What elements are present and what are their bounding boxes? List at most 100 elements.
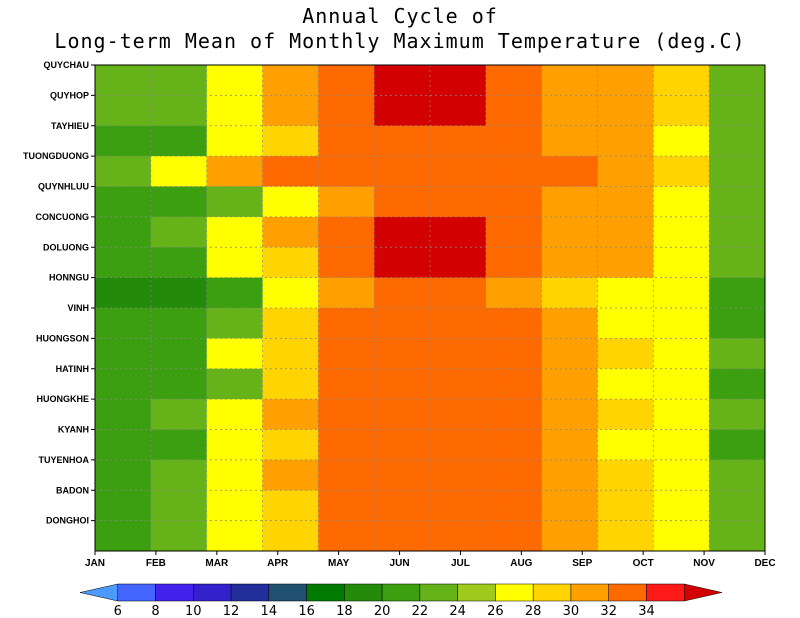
y-tick-label: QUYHOP: [50, 90, 89, 100]
heatmap-cell: [541, 186, 598, 218]
heatmap-cell: [206, 247, 263, 279]
heatmap-cell: [709, 490, 766, 522]
heatmap-cell: [318, 125, 375, 157]
heatmap-cell: [485, 308, 543, 339]
heatmap-cell: [318, 368, 375, 400]
y-tick-label: HUONGSON: [36, 333, 89, 343]
heatmap-cell: [430, 459, 487, 491]
x-tick-label: FEB: [146, 558, 166, 569]
heatmap-cell: [541, 429, 598, 461]
heatmap-cell: [541, 338, 598, 370]
heatmap-cell: [262, 65, 319, 96]
heatmap-cell: [430, 186, 487, 218]
heatmap-cell: [150, 459, 208, 491]
heatmap-cell: [485, 459, 543, 491]
heatmap-cell: [318, 429, 375, 461]
heatmap-cell: [653, 156, 710, 187]
heatmap-cell: [653, 459, 710, 491]
heatmap-cell: [597, 125, 654, 157]
heatmap-cell: [709, 216, 766, 248]
heatmap-cell: [206, 65, 263, 96]
colorbar-segment: [608, 583, 647, 602]
colorbar-segment: [646, 583, 685, 602]
heatmap-cell: [709, 520, 766, 552]
heatmap-cell: [262, 216, 319, 248]
heatmap-cell: [709, 125, 766, 157]
heatmap-cell: [262, 490, 319, 522]
heatmap-cell: [206, 520, 263, 552]
heatmap-cell: [597, 186, 654, 218]
heatmap-cell: [262, 247, 319, 279]
heatmap-cell: [485, 490, 543, 522]
heatmap-cell: [541, 247, 598, 279]
heatmap-cell: [653, 490, 710, 522]
heatmap-cell: [262, 186, 319, 218]
heatmap-cell: [150, 125, 208, 157]
heatmap-cell: [318, 216, 375, 248]
heatmap-cell: [262, 95, 319, 127]
heatmap-cell: [541, 490, 598, 522]
heatmap-cell: [374, 156, 431, 187]
heatmap-cell: [597, 459, 654, 491]
heatmap-cell: [430, 490, 487, 522]
colorbar-segment: [306, 583, 345, 602]
y-tick-label: HUONGKHE: [36, 394, 89, 404]
heatmap-cell: [597, 156, 654, 187]
y-tick-label: QUYNHLUU: [38, 182, 89, 192]
heatmap-cell: [709, 338, 766, 370]
heatmap-cell: [374, 308, 431, 339]
heatmap-cell: [262, 308, 319, 339]
heatmap-cell: [709, 277, 766, 309]
heatmap-cell: [150, 520, 208, 552]
y-tick-label: KYANH: [58, 425, 89, 435]
colorbar-label: 32: [600, 604, 617, 618]
heatmap-cell: [150, 277, 208, 309]
chart-title-line1: Annual Cycle of: [302, 4, 498, 28]
heatmap-cell: [150, 338, 208, 370]
heatmap-cell: [150, 186, 208, 218]
heatmap-cell: [430, 156, 487, 187]
heatmap-cell: [430, 308, 487, 339]
heatmap-cell: [374, 399, 431, 430]
heatmap-cell: [374, 368, 431, 400]
heatmap-cell: [709, 95, 766, 127]
heatmap-cell: [318, 338, 375, 370]
heatmap-cell: [95, 65, 152, 96]
colorbar-label: 8: [151, 604, 159, 618]
x-tick-label: SEP: [572, 558, 592, 569]
x-axis-labels: JAN FEB MAR APR MAY JUN JUL AUG SEP OCT NOV DEC: [85, 551, 776, 569]
colorbar-arrow-left: [79, 583, 119, 602]
heatmap-cell: [374, 186, 431, 218]
heatmap-cell: [541, 459, 598, 491]
heatmap-cell: [150, 368, 208, 400]
heatmap-cell: [709, 308, 766, 339]
heatmap-cell: [430, 429, 487, 461]
heatmap-cell: [150, 247, 208, 279]
heatmap-cell: [206, 95, 263, 127]
x-tick-label: DEC: [754, 558, 775, 569]
y-tick-label: HONNGU: [49, 273, 89, 283]
heatmap-cell: [95, 216, 152, 248]
heatmap-cell: [597, 338, 654, 370]
heatmap-cell: [95, 429, 152, 461]
heatmap-cell: [318, 65, 375, 96]
heatmap-cell: [318, 490, 375, 522]
heatmap-cell: [150, 399, 208, 430]
heatmap-cell: [541, 399, 598, 430]
heatmap-cell: [541, 156, 598, 187]
colorbar-label: 10: [185, 604, 202, 618]
heatmap-cell: [597, 216, 654, 248]
heatmap-cell: [485, 429, 543, 461]
heatmap-cell: [653, 429, 710, 461]
heatmap-cell: [206, 459, 263, 491]
heatmap-cell: [374, 65, 431, 96]
heatmap-cell: [262, 338, 319, 370]
heatmap-cell: [318, 308, 375, 339]
colorbar-segment: [495, 583, 534, 602]
colorbar-segment: [268, 583, 307, 602]
heatmap-cell: [374, 459, 431, 491]
heatmap-cell: [95, 156, 152, 187]
heatmap-cell: [430, 277, 487, 309]
heatmap-cell: [597, 247, 654, 279]
heatmap-cell: [597, 520, 654, 552]
